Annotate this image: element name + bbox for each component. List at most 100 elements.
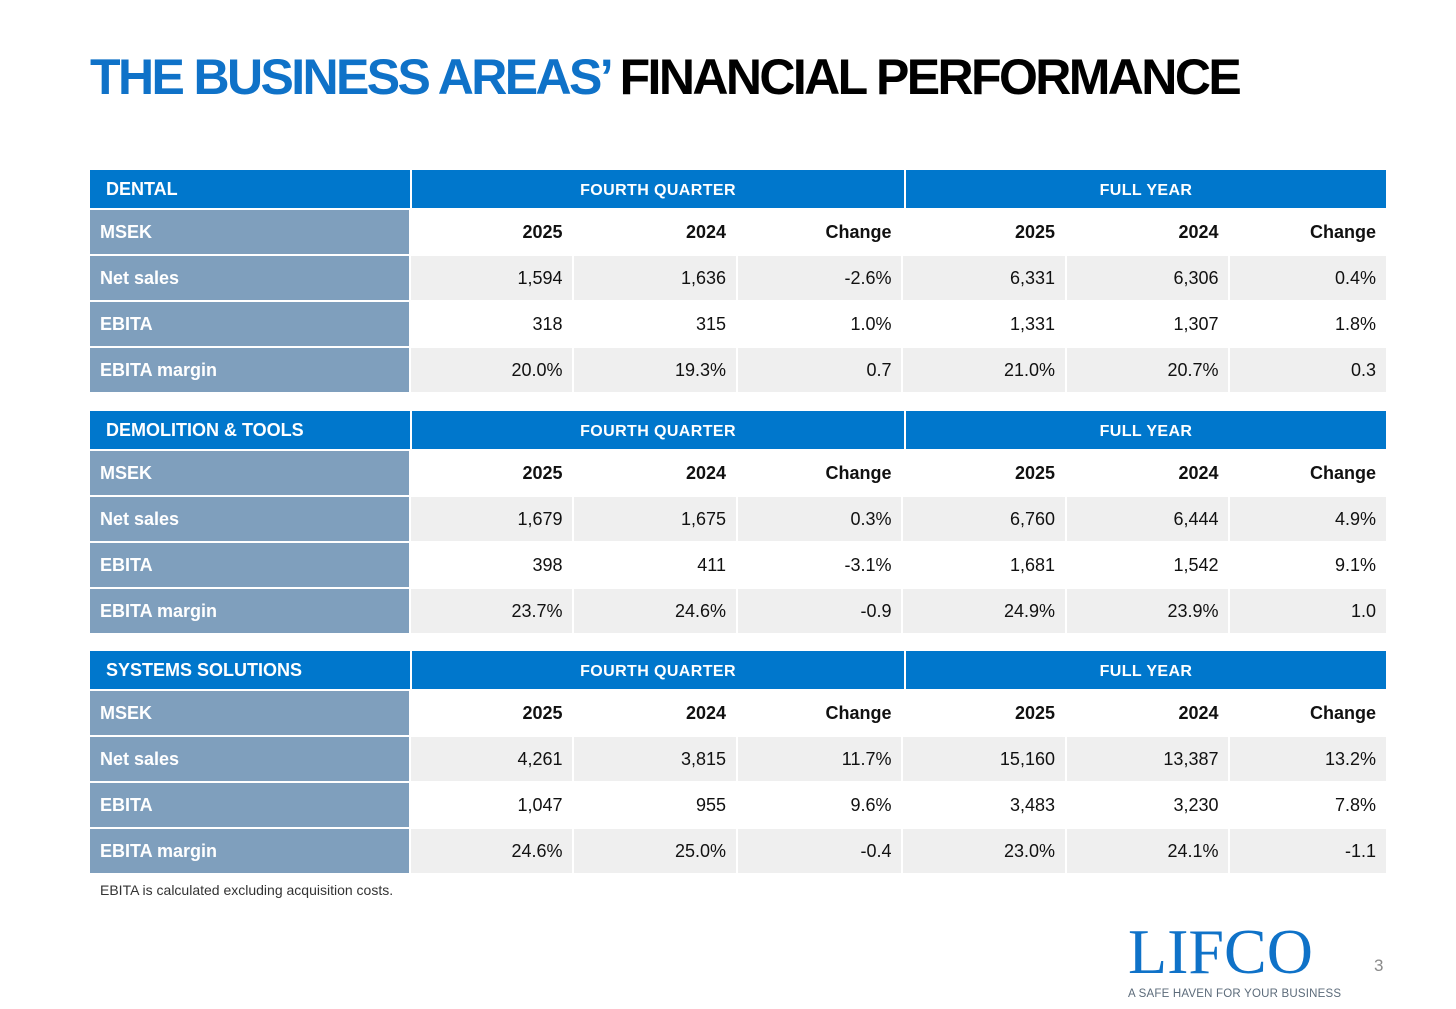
group-header-quarter: FOURTH QUARTER (412, 170, 904, 208)
table-cell: 1,636 (574, 256, 736, 300)
table-cell: 6,331 (903, 256, 1065, 300)
row-label: EBITA (90, 783, 409, 827)
table-systems-solutions: SYSTEMS SOLUTIONS FOURTH QUARTER FULL YE… (90, 651, 1386, 873)
table-cell: 1.8% (1334, 313, 1376, 334)
page-title-blue: THE BUSINESS AREAS’ (90, 49, 611, 105)
table-header-row: SYSTEMS SOLUTIONS FOURTH QUARTER FULL YE… (90, 651, 1386, 689)
table-cell: 24.1% (1066, 829, 1229, 873)
column-header-row: MSEK 2025 2024 Change 2025 2024 Change (90, 451, 1386, 495)
table-cell: -0.4 (737, 829, 902, 873)
column-header: 2024 (685, 702, 726, 723)
row-label: EBITA margin (90, 829, 409, 873)
table-cell: 13.2% (1230, 737, 1386, 781)
page-number: 3 (1374, 956, 1384, 975)
table-header-row: DENTAL FOURTH QUARTER FULL YEAR (90, 170, 1386, 208)
table-cell: 9.6% (850, 794, 892, 815)
table-cell: 20.7% (1066, 348, 1229, 392)
column-header: Change (825, 702, 892, 723)
column-header: 2025 (522, 702, 563, 723)
column-header: 2024 (1178, 462, 1219, 483)
table-cell: 6,760 (903, 497, 1065, 541)
table-cell: 4,261 (410, 737, 573, 781)
column-header: Change (1309, 221, 1376, 242)
column-header: 2024 (1178, 702, 1219, 723)
table-cell: 1.0 (1230, 589, 1386, 633)
table-header-row: DEMOLITION & TOOLS FOURTH QUARTER FULL Y… (90, 411, 1386, 449)
table-cell: 0.4% (1230, 256, 1386, 300)
row-label: EBITA (90, 302, 409, 346)
row-label: EBITA margin (90, 348, 409, 392)
group-header-full-year: FULL YEAR (906, 411, 1386, 449)
column-header: 2025 (1014, 221, 1055, 242)
table-cell: 23.0% (903, 829, 1065, 873)
table-cell: 21.0% (903, 348, 1065, 392)
table-cell: -1.1 (1230, 829, 1386, 873)
table-cell: 0.3% (737, 497, 902, 541)
column-header: Change (825, 221, 892, 242)
table-cell: 1,307 (1173, 313, 1219, 334)
column-header: Change (825, 462, 892, 483)
column-header: 2025 (522, 462, 563, 483)
group-header-quarter: FOURTH QUARTER (412, 651, 904, 689)
table-cell: -3.1% (844, 554, 892, 575)
column-header: 2025 (522, 221, 563, 242)
column-header-row: MSEK 2025 2024 Change 2025 2024 Change (90, 691, 1386, 735)
group-header-full-year: FULL YEAR (906, 651, 1386, 689)
table-row: EBITA margin 20.0% 19.3% 0.7 21.0% 20.7%… (90, 348, 1386, 392)
table-cell: 1,594 (410, 256, 573, 300)
table-row: EBITA 398 411 -3.1% 1,681 1,542 9.1% (90, 543, 1386, 587)
page-title-black: FINANCIAL PERFORMANCE (608, 49, 1242, 105)
table-row: EBITA margin 24.6% 25.0% -0.4 23.0% 24.1… (90, 829, 1386, 873)
row-label: EBITA (90, 543, 409, 587)
table-cell: 1,542 (1173, 554, 1219, 575)
column-header: 2025 (1014, 702, 1055, 723)
table-cell: 1,681 (1009, 554, 1055, 575)
group-header-quarter: FOURTH QUARTER (412, 411, 904, 449)
column-header: MSEK (90, 210, 409, 254)
table-cell: 24.6% (574, 589, 736, 633)
column-header: 2024 (685, 221, 726, 242)
table-cell: -2.6% (737, 256, 902, 300)
table-cell: 1.0% (850, 313, 892, 334)
table-cell: 24.9% (903, 589, 1065, 633)
group-header-full-year: FULL YEAR (906, 170, 1386, 208)
table-cell: 13,387 (1066, 737, 1229, 781)
table-cell: 23.9% (1066, 589, 1229, 633)
company-logo: LIFCO A SAFE HAVEN FOR YOUR BUSINESS (1128, 920, 1342, 1001)
table-cell: 315 (695, 313, 726, 334)
table-row: Net sales 1,679 1,675 0.3% 6,760 6,444 4… (90, 497, 1386, 541)
column-header: Change (1309, 462, 1376, 483)
logo-tagline: A SAFE HAVEN FOR YOUR BUSINESS (1128, 988, 1342, 1000)
table-cell: 4.9% (1230, 497, 1386, 541)
table-demolition-tools: DEMOLITION & TOOLS FOURTH QUARTER FULL Y… (90, 411, 1386, 633)
table-cell: 398 (532, 554, 563, 575)
column-header: MSEK (90, 451, 409, 495)
table-cell: 0.7 (737, 348, 902, 392)
column-header: 2024 (685, 462, 726, 483)
footnote: EBITA is calculated excluding acquisitio… (100, 882, 394, 898)
table-cell: 3,483 (1009, 794, 1055, 815)
table-cell: -0.9 (737, 589, 902, 633)
table-dental: DENTAL FOURTH QUARTER FULL YEAR MSEK 202… (90, 170, 1386, 392)
table-row: EBITA 1,047 955 9.6% 3,483 3,230 7.8% (90, 783, 1386, 827)
table-cell: 318 (532, 313, 563, 334)
table-cell: 9.1% (1334, 554, 1376, 575)
table-cell: 6,306 (1066, 256, 1229, 300)
table-cell: 23.7% (410, 589, 573, 633)
section-name: DEMOLITION & TOOLS (90, 411, 410, 449)
column-header: Change (1309, 702, 1376, 723)
column-header: MSEK (90, 691, 409, 735)
section-name: DENTAL (90, 170, 410, 208)
table-cell: 20.0% (410, 348, 573, 392)
table-cell: 3,815 (574, 737, 736, 781)
page-title: THE BUSINESS AREAS’ FINANCIAL PERFORMANC… (90, 49, 1242, 105)
table-cell: 955 (695, 794, 726, 815)
column-header: 2025 (1014, 462, 1055, 483)
table-row: EBITA 318 315 1.0% 1,331 1,307 1.8% (90, 302, 1386, 346)
table-cell: 25.0% (574, 829, 736, 873)
table-cell: 19.3% (574, 348, 736, 392)
row-label: EBITA margin (90, 589, 409, 633)
table-row: EBITA margin 23.7% 24.6% -0.9 24.9% 23.9… (90, 589, 1386, 633)
table-cell: 1,047 (517, 794, 563, 815)
table-cell: 1,675 (574, 497, 736, 541)
